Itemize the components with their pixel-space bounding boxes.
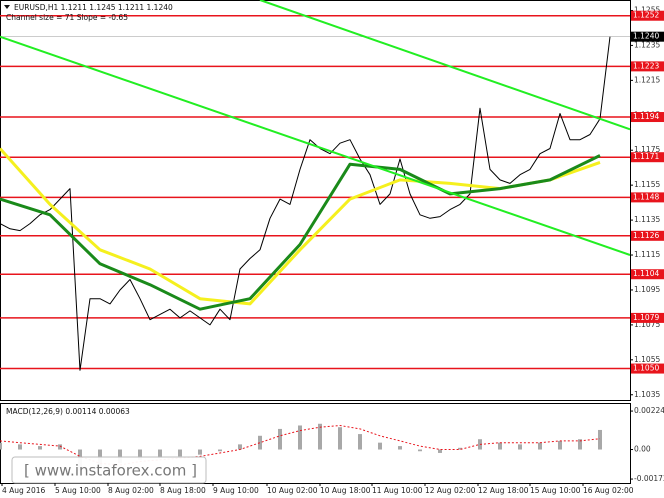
level-box xyxy=(631,61,664,72)
level-box xyxy=(631,230,664,241)
level-box xyxy=(631,363,664,374)
signal-line xyxy=(0,425,601,466)
plot-layer xyxy=(0,0,631,471)
price-line xyxy=(0,35,631,256)
macd-bar xyxy=(558,440,562,450)
macd-bar xyxy=(578,439,582,450)
price-line xyxy=(0,36,611,371)
title-arrow xyxy=(4,5,10,9)
level-label: 1.1252 xyxy=(633,11,659,20)
y-tick-label: 1.1155 xyxy=(634,180,660,189)
macd-bar xyxy=(598,429,602,450)
level-label: 1.1148 xyxy=(633,192,659,201)
macd-bar xyxy=(218,449,222,452)
level-label: 1.1126 xyxy=(633,231,659,240)
watermark-box xyxy=(11,456,207,484)
x-tick-label: 5 Aug 10:00 xyxy=(55,486,101,495)
y-tick-label: 1.1235 xyxy=(634,40,660,49)
y-tick-label: 1.1095 xyxy=(634,285,660,294)
x-tick-label: 10 Aug 18:00 xyxy=(320,486,371,495)
macd-bar xyxy=(518,444,522,450)
macd-bar xyxy=(38,446,42,450)
level-box xyxy=(631,10,664,21)
macd-bar xyxy=(258,435,262,450)
x-tick-label: 12 Aug 02:00 xyxy=(425,486,476,495)
x-tick-label: 15 Aug 10:00 xyxy=(530,486,581,495)
level-box xyxy=(631,312,664,323)
current-price-label: 1.1240 xyxy=(633,32,659,41)
macd-bar xyxy=(138,449,142,460)
level-box xyxy=(631,112,664,123)
chart-subtitle: Channel size = 71 Slope = -0.65 xyxy=(6,13,128,22)
level-label: 1.1050 xyxy=(633,364,659,373)
macd-bar xyxy=(418,449,422,452)
level-label: 1.1194 xyxy=(633,112,659,121)
macd-bar xyxy=(458,447,462,450)
level-label: 1.1079 xyxy=(633,313,659,322)
chart-title: EURUSD,H1 1.1211 1.1245 1.1211 1.1240 xyxy=(14,3,173,12)
macd-bar xyxy=(498,442,502,450)
y-tick-label: 1.1035 xyxy=(634,390,660,399)
y-tick-label: 1.1055 xyxy=(634,355,660,364)
y-tick-label: 1.1215 xyxy=(634,75,660,84)
x-tick-label: 9 Aug 10:00 xyxy=(213,486,259,495)
macd-bar xyxy=(118,449,122,464)
y-tick-label: 1.1175 xyxy=(634,145,660,154)
macd-bar xyxy=(158,449,162,459)
y-tick-label: -0.00172 xyxy=(634,474,664,483)
x-tick-label: 11 Aug 10:00 xyxy=(372,486,423,495)
macd-bar xyxy=(438,449,442,453)
x-tick-label: 8 Aug 18:00 xyxy=(160,486,206,495)
macd-title: MACD(12,26,9) 0.00114 0.00063 xyxy=(6,407,130,416)
macd-bar xyxy=(278,428,282,450)
price-line xyxy=(0,154,601,311)
level-label: 1.1223 xyxy=(633,61,659,70)
level-box xyxy=(631,192,664,203)
y-tick-label: 0.00 xyxy=(634,445,651,454)
macd-bar xyxy=(398,446,402,450)
macd-bar xyxy=(0,442,2,450)
y-tick-label: 1.1115 xyxy=(634,250,660,259)
current-price-box xyxy=(631,31,664,42)
watermark: [ www.instaforex.com ] xyxy=(24,462,197,480)
macd-bar xyxy=(198,449,202,455)
macd-bar xyxy=(538,442,542,450)
x-tick-label: 4 Aug 2016 xyxy=(2,486,45,495)
macd-bar xyxy=(378,442,382,450)
macd-bar xyxy=(358,434,362,450)
macd-bar xyxy=(298,425,302,450)
level-box xyxy=(631,269,664,280)
macd-bar xyxy=(338,427,342,450)
x-tick-label: 16 Aug 02:00 xyxy=(583,486,634,495)
macd-bar xyxy=(178,449,182,457)
y-tick-label: 1.1135 xyxy=(634,215,660,224)
y-tick-label: 1.1255 xyxy=(634,5,660,14)
price-line xyxy=(259,0,631,131)
macd-bar xyxy=(58,444,62,450)
level-box xyxy=(631,152,664,163)
x-tick-label: 12 Aug 18:00 xyxy=(478,486,529,495)
macd-bar xyxy=(18,444,22,450)
x-tick-label: 8 Aug 02:00 xyxy=(108,486,154,495)
y-tick-label: 1.1075 xyxy=(634,320,660,329)
x-tick-label: 10 Aug 02:00 xyxy=(267,486,318,495)
y-tick-label: 0.00224 xyxy=(634,406,664,415)
level-label: 1.1171 xyxy=(633,152,659,161)
macd-bar xyxy=(238,444,242,450)
level-label: 1.1104 xyxy=(633,269,659,278)
macd-bar xyxy=(318,423,322,450)
